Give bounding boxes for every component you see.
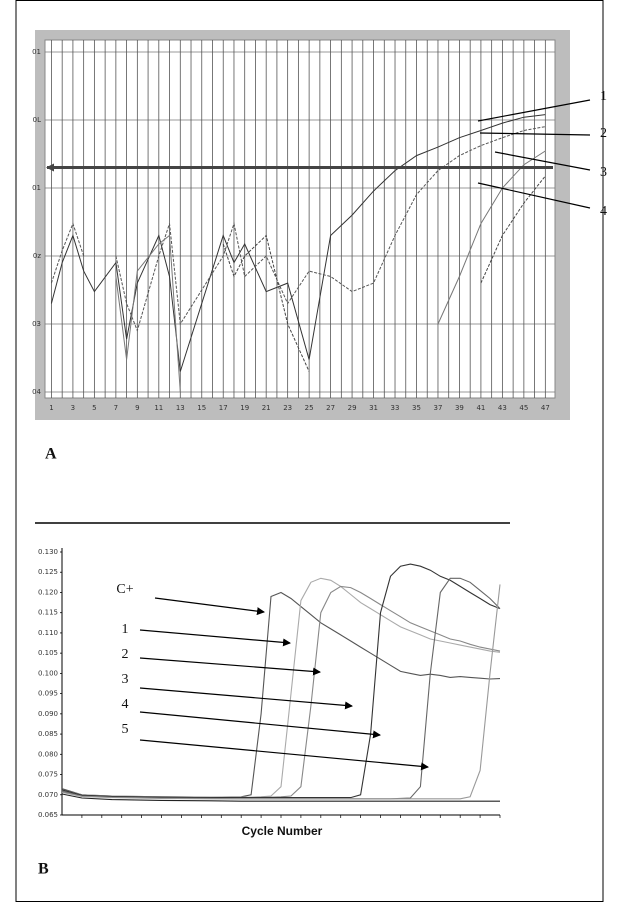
y-tick-label: 0.080	[38, 750, 58, 758]
x-tick-label: 29	[348, 404, 357, 412]
x-tick-label: 11	[154, 404, 163, 412]
x-tick-label: 23	[283, 404, 292, 412]
x-tick-label: 41	[476, 404, 485, 412]
x-tick-label: 31	[369, 404, 378, 412]
x-tick-label: 21	[262, 404, 271, 412]
x-tick-label: 15	[197, 404, 206, 412]
series-line	[115, 150, 546, 393]
series-line	[61, 563, 501, 799]
y-tick-label: 0.115	[38, 609, 58, 617]
x-tick-label: 45	[519, 404, 528, 412]
x-tick-label: 13	[176, 404, 185, 412]
annotation: 4	[600, 204, 607, 219]
annotation-arrow	[139, 629, 291, 647]
x-tick-label: 39	[455, 404, 464, 412]
y-tick-label: 0.095	[38, 690, 58, 698]
annotation: 4	[122, 697, 129, 712]
x-tick-label: 7	[114, 404, 118, 412]
series-line	[50, 126, 546, 333]
x-tick-label: 33	[391, 404, 400, 412]
annotation: 2	[600, 126, 607, 141]
y-tick-label: 04	[32, 388, 41, 396]
annotation: 5	[122, 722, 129, 737]
annotation: 3	[600, 165, 607, 180]
x-tick-label: 5	[92, 404, 96, 412]
annotation-arrow	[139, 739, 429, 771]
y-tick-label: 01	[32, 48, 41, 56]
series-line	[61, 584, 501, 800]
x-tick-label: 9	[135, 404, 139, 412]
plot-area	[44, 39, 556, 399]
x-tick-label: 17	[219, 404, 228, 412]
annotation: 2	[122, 647, 129, 662]
series-line	[61, 793, 500, 802]
y-tick-label: 0L	[33, 116, 41, 124]
y-tick-label: 0.130	[38, 548, 58, 556]
y-tick-label: 0.105	[38, 649, 58, 657]
x-axis-label: Cycle Number	[242, 824, 323, 838]
series-line	[50, 114, 546, 372]
y-tick-label: 03	[32, 320, 41, 328]
annotation-arrow	[154, 597, 265, 616]
y-tick-label: 0.120	[38, 588, 58, 596]
y-tick-label: 0.100	[38, 669, 58, 677]
annotation-arrow	[139, 711, 381, 739]
annotation-arrow	[139, 657, 321, 676]
annotation: 1	[122, 622, 129, 637]
annotation-arrow	[477, 99, 591, 122]
panel-label: A	[45, 446, 57, 463]
y-tick-label: 0.065	[38, 811, 58, 819]
y-tick-label: 0.070	[38, 791, 58, 799]
series-line	[222, 175, 546, 372]
series-line	[61, 591, 501, 798]
x-tick-label: 25	[305, 404, 314, 412]
x-tick-label: 19	[240, 404, 249, 412]
annotation-arrow	[479, 132, 591, 136]
y-tick-label: 0.125	[38, 568, 58, 576]
x-tick-label: 47	[541, 404, 550, 412]
series-line	[61, 577, 501, 800]
annotation-arrow	[477, 182, 591, 209]
x-tick-label: 37	[434, 404, 443, 412]
annotation: 3	[122, 672, 129, 687]
x-tick-label: 1	[49, 404, 53, 412]
x-tick-label: 27	[326, 404, 335, 412]
annotation: C+	[116, 582, 133, 597]
annotation-arrow	[494, 151, 591, 171]
annotation: 1	[600, 89, 607, 104]
series-line	[61, 585, 501, 799]
y-tick-label: 0z	[33, 252, 41, 260]
annotation-arrow	[139, 687, 353, 710]
y-tick-label: 0.090	[38, 710, 58, 718]
y-tick-label: 0.110	[38, 629, 58, 637]
x-tick-label: 35	[412, 404, 421, 412]
y-tick-label: 01	[32, 184, 41, 192]
series-line	[61, 577, 501, 798]
y-tick-label: 0.075	[38, 771, 58, 779]
x-tick-label: 43	[498, 404, 507, 412]
y-tick-label: 0.085	[38, 730, 58, 738]
x-tick-label: 3	[71, 404, 75, 412]
panel-label: B	[38, 861, 49, 878]
